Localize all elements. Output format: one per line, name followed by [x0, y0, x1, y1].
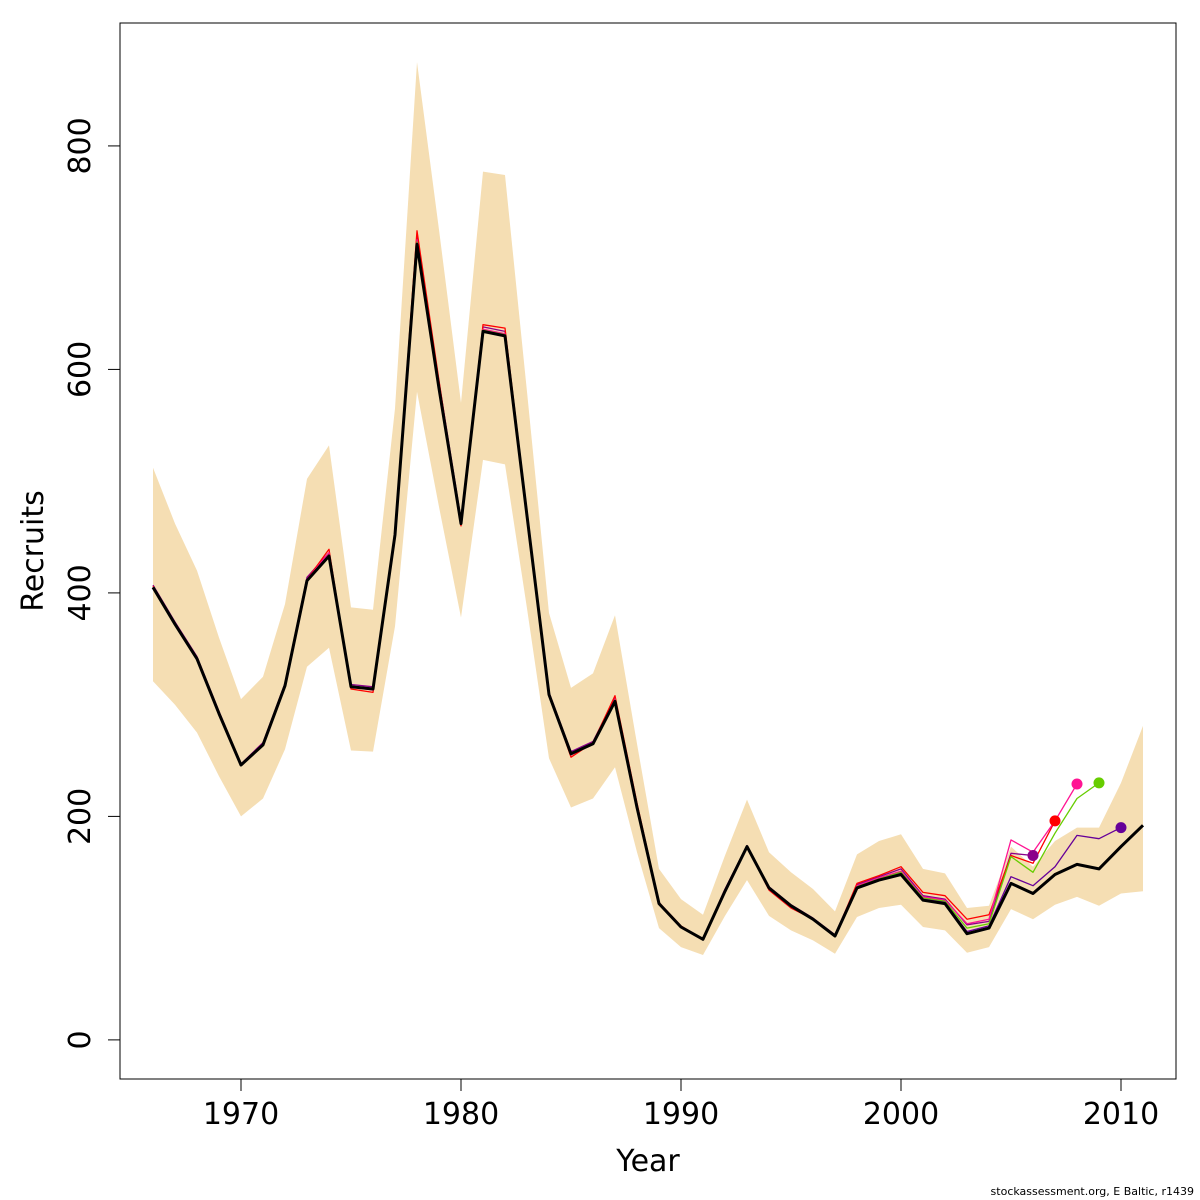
endpoints-layer: [1027, 777, 1127, 861]
series-line-retro-2: [152, 230, 1056, 940]
x-axis: 1970 1980 1990 2000 2010: [203, 1078, 1159, 1132]
endpoint-marker-2007: [1049, 815, 1061, 827]
confidence-band-layer: [153, 62, 1143, 956]
y-tick-label: 0: [63, 1030, 98, 1049]
endpoint-marker-2006: [1027, 850, 1039, 861]
y-axis: 0 200 400 600 800: [63, 117, 121, 1049]
endpoint-marker-2008: [1071, 778, 1083, 790]
confidence-band: [153, 62, 1143, 956]
x-axis-title: Year: [615, 1144, 680, 1179]
x-tick-label: 2000: [863, 1097, 939, 1132]
y-tick-label: 800: [63, 117, 98, 174]
credit-text: stockassessment.org, E Baltic, r1439: [990, 1185, 1194, 1198]
endpoint-marker-2009: [1093, 777, 1105, 789]
y-tick-label: 200: [63, 788, 98, 845]
series-line-main: [151, 242, 1145, 941]
series-line-retro-1: [152, 236, 1034, 940]
x-tick-label: 2010: [1083, 1097, 1159, 1132]
x-tick-label: 1990: [643, 1097, 719, 1132]
x-tick-label: 1970: [203, 1097, 279, 1132]
plot-frame: [119, 22, 1177, 1080]
y-axis-title: Recruits: [16, 490, 51, 612]
y-tick-label: 600: [63, 341, 98, 398]
x-tick-label: 1980: [423, 1097, 499, 1132]
series-layer: [151, 230, 1145, 941]
y-tick-label: 400: [63, 564, 98, 621]
endpoint-marker-2010: [1115, 822, 1127, 834]
